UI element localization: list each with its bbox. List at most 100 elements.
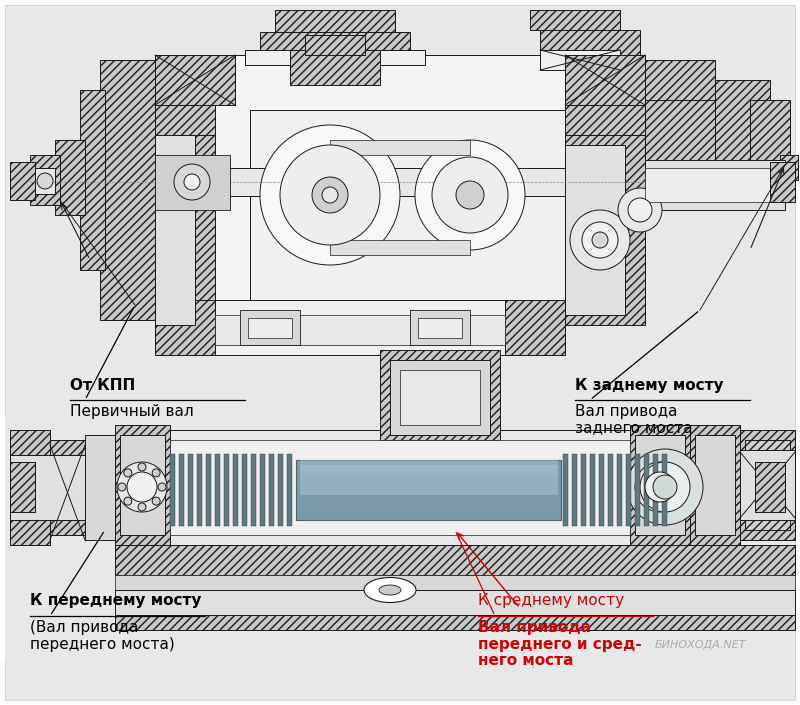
Bar — [530, 10, 620, 30]
Bar — [30, 155, 60, 205]
Text: К среднему мосту: К среднему мосту — [478, 593, 624, 608]
Bar — [565, 55, 645, 105]
Bar — [300, 469, 558, 470]
Text: БИНОХОДА.NET: БИНОХОДА.NET — [655, 640, 746, 650]
Bar — [565, 105, 645, 135]
Bar — [251, 454, 256, 526]
Bar — [260, 454, 265, 526]
Bar — [505, 300, 565, 355]
Bar — [290, 50, 380, 85]
Bar — [275, 10, 395, 32]
Bar — [305, 35, 365, 55]
Bar — [242, 454, 247, 526]
Circle shape — [184, 174, 200, 190]
Bar — [300, 473, 558, 474]
Bar — [695, 435, 735, 535]
Bar — [418, 318, 462, 338]
Bar — [300, 461, 558, 462]
Circle shape — [152, 497, 160, 505]
Bar — [115, 590, 795, 615]
Bar — [155, 135, 195, 325]
Circle shape — [322, 187, 338, 203]
Text: К переднему мосту: К переднему мосту — [30, 593, 202, 608]
Text: переднего и сред-: переднего и сред- — [478, 637, 642, 651]
Bar — [540, 30, 640, 60]
Circle shape — [37, 173, 53, 189]
Bar — [155, 320, 565, 350]
Bar — [115, 615, 795, 630]
Bar — [645, 100, 765, 160]
Bar — [260, 32, 410, 50]
Text: От КПП: От КПП — [70, 378, 135, 393]
Bar — [245, 50, 425, 65]
Bar — [300, 465, 558, 495]
Text: заднего моста: заднего моста — [575, 420, 693, 436]
Bar — [215, 300, 505, 355]
Bar — [80, 90, 105, 270]
Bar — [10, 162, 35, 200]
Bar — [410, 310, 470, 345]
Bar — [390, 360, 490, 435]
Bar — [770, 162, 795, 202]
Bar — [120, 435, 165, 535]
Bar — [755, 462, 785, 512]
Bar — [690, 425, 740, 545]
Bar — [300, 474, 558, 475]
Circle shape — [312, 177, 348, 213]
Circle shape — [260, 125, 400, 265]
Circle shape — [618, 188, 662, 232]
Bar — [155, 135, 215, 325]
Bar — [572, 454, 577, 526]
Bar — [644, 454, 649, 526]
Circle shape — [124, 469, 132, 477]
Bar — [179, 454, 184, 526]
Bar — [248, 318, 292, 338]
Bar — [10, 430, 50, 545]
Bar — [565, 145, 625, 315]
Bar — [155, 55, 565, 325]
Bar — [300, 467, 558, 468]
Bar — [645, 60, 715, 160]
Circle shape — [127, 472, 157, 502]
Text: переднего моста): переднего моста) — [30, 637, 174, 651]
Bar — [155, 55, 235, 105]
Circle shape — [117, 462, 167, 512]
Bar — [170, 430, 630, 545]
Bar — [300, 476, 558, 477]
Bar — [215, 315, 505, 345]
Bar — [240, 310, 300, 345]
Bar — [5, 415, 795, 660]
Bar — [590, 454, 595, 526]
Bar — [653, 454, 658, 526]
Bar — [635, 454, 640, 526]
Bar — [635, 435, 685, 535]
Bar — [5, 415, 795, 660]
Ellipse shape — [379, 585, 401, 595]
Bar — [115, 575, 795, 593]
Bar — [300, 472, 558, 473]
Circle shape — [280, 145, 380, 245]
Bar — [170, 440, 630, 535]
Bar — [85, 435, 115, 540]
Ellipse shape — [364, 577, 416, 603]
Bar — [645, 168, 780, 202]
Bar — [740, 450, 795, 520]
Bar — [269, 454, 274, 526]
Bar — [565, 135, 645, 325]
Bar — [715, 80, 770, 200]
Bar — [115, 425, 170, 545]
Text: К заднему мосту: К заднему мосту — [575, 378, 724, 393]
Bar — [300, 466, 558, 467]
Circle shape — [570, 210, 630, 270]
Bar — [599, 454, 604, 526]
Bar — [780, 155, 798, 180]
Bar — [115, 545, 795, 575]
Bar — [300, 468, 558, 469]
Bar — [626, 454, 631, 526]
Bar — [10, 462, 35, 512]
Bar — [330, 240, 470, 255]
Bar — [155, 105, 215, 135]
Text: Первичный вал: Первичный вал — [70, 404, 194, 419]
Text: Вал привода: Вал привода — [478, 620, 591, 635]
Bar — [300, 460, 558, 461]
